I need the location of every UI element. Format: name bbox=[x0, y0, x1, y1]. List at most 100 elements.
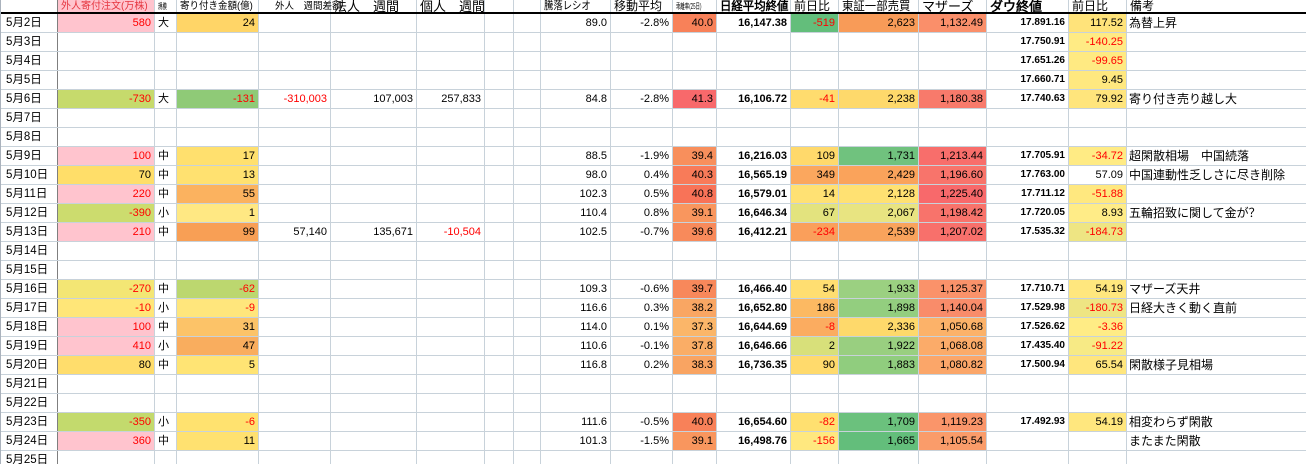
cell-indicator[interactable]: 39.1 bbox=[673, 204, 717, 222]
cell-mavg[interactable] bbox=[611, 451, 673, 464]
cell-dow_chg[interactable]: -140.25 bbox=[1069, 33, 1127, 51]
cell-dow[interactable]: 17.535.32 bbox=[987, 223, 1069, 241]
cell-mothers[interactable]: 1,132.49 bbox=[919, 14, 987, 32]
cell-corp_weekly[interactable] bbox=[331, 166, 417, 184]
cell-corp_weekly[interactable] bbox=[331, 109, 417, 127]
cell-nikkei_chg[interactable]: -234 bbox=[791, 223, 839, 241]
cell-nikkei_chg[interactable]: 90 bbox=[791, 356, 839, 374]
cell-scale[interactable]: 中 bbox=[155, 356, 177, 374]
cell-ratio[interactable]: 102.5 bbox=[541, 223, 611, 241]
cell-date[interactable]: 5月17日 bbox=[1, 299, 58, 317]
cell-foreign_weekly[interactable] bbox=[259, 33, 331, 51]
cell-mothers[interactable] bbox=[919, 451, 987, 464]
cell-nikkei_chg[interactable]: -519 bbox=[791, 14, 839, 32]
cell-corp_weekly[interactable] bbox=[331, 261, 417, 279]
cell-date[interactable]: 5月21日 bbox=[1, 375, 58, 393]
cell-indiv_weekly[interactable] bbox=[417, 242, 485, 260]
cell-gap2[interactable] bbox=[514, 280, 541, 298]
cell-nikkei[interactable]: 16,412.21 bbox=[717, 223, 791, 241]
cell-tse_volume[interactable]: 1,883 bbox=[839, 356, 919, 374]
header-note[interactable]: 備考 bbox=[1127, 0, 1306, 13]
cell-scale[interactable]: 中 bbox=[155, 147, 177, 165]
cell-dow[interactable] bbox=[987, 375, 1069, 393]
cell-corp_weekly[interactable] bbox=[331, 128, 417, 146]
cell-mothers[interactable] bbox=[919, 109, 987, 127]
cell-indicator[interactable]: 39.6 bbox=[673, 223, 717, 241]
cell-gap1[interactable] bbox=[485, 71, 514, 89]
cell-foreign_weekly[interactable] bbox=[259, 318, 331, 336]
cell-opening_amount[interactable]: 5 bbox=[177, 356, 259, 374]
cell-dow[interactable]: 17.435.40 bbox=[987, 337, 1069, 355]
cell-tse_volume[interactable] bbox=[839, 71, 919, 89]
cell-ratio[interactable]: 111.6 bbox=[541, 413, 611, 431]
cell-nikkei[interactable]: 16,646.66 bbox=[717, 337, 791, 355]
cell-ratio[interactable] bbox=[541, 394, 611, 412]
cell-gap1[interactable] bbox=[485, 128, 514, 146]
cell-indiv_weekly[interactable] bbox=[417, 128, 485, 146]
cell-nikkei[interactable] bbox=[717, 128, 791, 146]
cell-scale[interactable]: 中 bbox=[155, 185, 177, 203]
cell-corp_weekly[interactable] bbox=[331, 71, 417, 89]
cell-corp_weekly[interactable]: 135,671 bbox=[331, 223, 417, 241]
cell-nikkei[interactable]: 16,646.34 bbox=[717, 204, 791, 222]
cell-nikkei[interactable] bbox=[717, 261, 791, 279]
cell-mothers[interactable]: 1,119.23 bbox=[919, 413, 987, 431]
cell-foreign_orders[interactable]: -350 bbox=[58, 413, 155, 431]
cell-gap2[interactable] bbox=[514, 71, 541, 89]
cell-dow_chg[interactable]: -184.73 bbox=[1069, 223, 1127, 241]
cell-dow_chg[interactable]: 79.92 bbox=[1069, 90, 1127, 108]
cell-note[interactable]: またまた閑散 bbox=[1127, 432, 1306, 450]
cell-tse_volume[interactable] bbox=[839, 109, 919, 127]
cell-ratio[interactable]: 114.0 bbox=[541, 318, 611, 336]
cell-dow_chg[interactable]: -180.73 bbox=[1069, 299, 1127, 317]
cell-dow_chg[interactable] bbox=[1069, 128, 1127, 146]
cell-indicator[interactable] bbox=[673, 71, 717, 89]
cell-foreign_orders[interactable] bbox=[58, 261, 155, 279]
cell-foreign_orders[interactable]: 580 bbox=[58, 14, 155, 32]
cell-dow[interactable] bbox=[987, 394, 1069, 412]
cell-ratio[interactable]: 109.3 bbox=[541, 280, 611, 298]
cell-foreign_orders[interactable] bbox=[58, 394, 155, 412]
cell-mavg[interactable] bbox=[611, 394, 673, 412]
cell-corp_weekly[interactable] bbox=[331, 394, 417, 412]
cell-dow_chg[interactable]: 8.93 bbox=[1069, 204, 1127, 222]
cell-ratio[interactable]: 116.6 bbox=[541, 299, 611, 317]
cell-foreign_weekly[interactable] bbox=[259, 71, 331, 89]
cell-note[interactable] bbox=[1127, 128, 1306, 146]
cell-gap1[interactable] bbox=[485, 261, 514, 279]
cell-corp_weekly[interactable] bbox=[331, 147, 417, 165]
cell-indicator[interactable] bbox=[673, 52, 717, 70]
cell-gap1[interactable] bbox=[485, 147, 514, 165]
cell-tse_volume[interactable] bbox=[839, 394, 919, 412]
cell-indicator[interactable]: 41.3 bbox=[673, 90, 717, 108]
cell-mavg[interactable]: -0.6% bbox=[611, 280, 673, 298]
cell-corp_weekly[interactable] bbox=[331, 204, 417, 222]
cell-ratio[interactable] bbox=[541, 451, 611, 464]
cell-nikkei[interactable]: 16,652.80 bbox=[717, 299, 791, 317]
cell-indicator[interactable] bbox=[673, 128, 717, 146]
cell-nikkei[interactable] bbox=[717, 375, 791, 393]
cell-date[interactable]: 5月16日 bbox=[1, 280, 58, 298]
cell-indiv_weekly[interactable]: 257,833 bbox=[417, 90, 485, 108]
cell-note[interactable]: 五輪招致に関して金が？ bbox=[1127, 204, 1306, 222]
cell-note[interactable] bbox=[1127, 109, 1306, 127]
cell-scale[interactable] bbox=[155, 33, 177, 51]
cell-tse_volume[interactable]: 2,128 bbox=[839, 185, 919, 203]
cell-foreign_orders[interactable] bbox=[58, 451, 155, 464]
header-nikkei_chg[interactable]: 前日比 bbox=[791, 0, 839, 13]
cell-gap2[interactable] bbox=[514, 33, 541, 51]
cell-scale[interactable] bbox=[155, 71, 177, 89]
cell-scale[interactable]: 中 bbox=[155, 432, 177, 450]
cell-nikkei[interactable]: 16,644.69 bbox=[717, 318, 791, 336]
cell-ratio[interactable] bbox=[541, 33, 611, 51]
cell-foreign_orders[interactable]: 210 bbox=[58, 223, 155, 241]
cell-tse_volume[interactable]: 2,539 bbox=[839, 223, 919, 241]
cell-foreign_weekly[interactable] bbox=[259, 52, 331, 70]
cell-scale[interactable] bbox=[155, 261, 177, 279]
cell-date[interactable]: 5月14日 bbox=[1, 242, 58, 260]
cell-indiv_weekly[interactable] bbox=[417, 33, 485, 51]
cell-dow_chg[interactable] bbox=[1069, 375, 1127, 393]
cell-nikkei_chg[interactable] bbox=[791, 242, 839, 260]
header-indiv_weekly[interactable]: 個人 週間 bbox=[417, 0, 485, 13]
cell-gap1[interactable] bbox=[485, 185, 514, 203]
